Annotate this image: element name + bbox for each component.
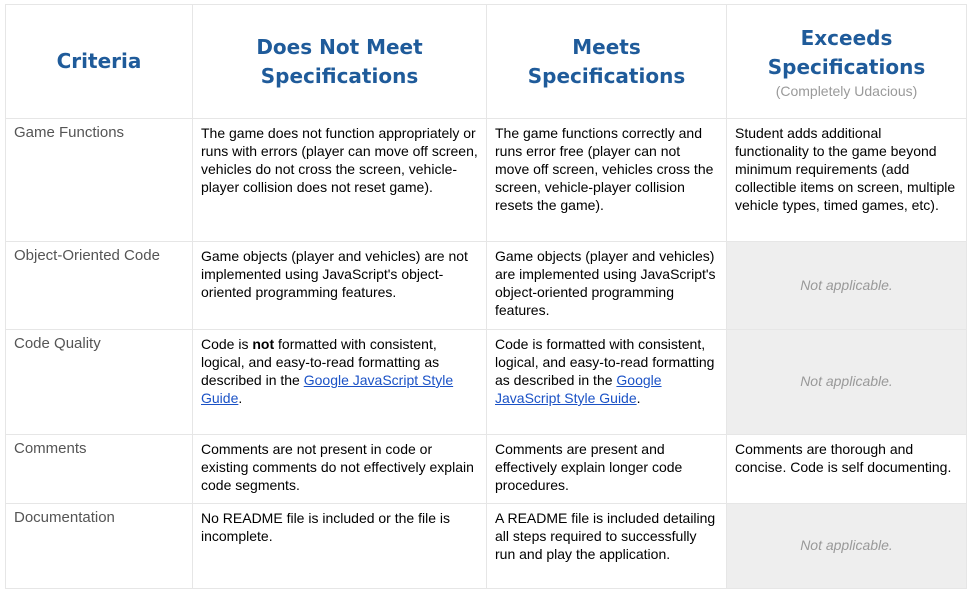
cell-text: formatted with consistent, logical, and …	[201, 336, 440, 388]
criteria-cell: Code Quality	[5, 329, 193, 435]
does-not-meet-cell: Comments are not present in code or exis…	[192, 434, 487, 504]
table-row: Documentation No README file is included…	[5, 503, 967, 589]
style-guide-link[interactable]: Google JavaScript Style Guide	[495, 372, 662, 406]
not-applicable-cell: Not applicable.	[726, 503, 967, 589]
cell-text: Code is	[201, 336, 253, 352]
does-not-meet-cell: No README file is included or the file i…	[192, 503, 487, 589]
table-row: Object-Oriented Code Game objects (playe…	[5, 241, 967, 330]
meets-cell: Code is formatted with consistent, logic…	[486, 329, 727, 435]
not-applicable-cell: Not applicable.	[726, 329, 967, 435]
meets-cell: A README file is included detailing all …	[486, 503, 727, 589]
header-exceeds: Exceeds Specifications (Completely Udaci…	[726, 4, 967, 119]
cell-text: Code is formatted with consistent, logic…	[495, 336, 715, 388]
exceeds-cell: Comments are thorough and concise. Code …	[726, 434, 967, 504]
cell-text: .	[636, 390, 641, 406]
table-row: Game Functions The game does not functio…	[5, 118, 967, 242]
meets-cell: Comments are present and effectively exp…	[486, 434, 727, 504]
not-applicable-cell: Not applicable.	[726, 241, 967, 330]
criteria-cell: Documentation	[5, 503, 193, 589]
criteria-cell: Comments	[5, 434, 193, 504]
does-not-meet-cell: Game objects (player and vehicles) are n…	[192, 241, 487, 330]
criteria-cell: Object-Oriented Code	[5, 241, 193, 330]
style-guide-link[interactable]: Google JavaScript Style Guide	[201, 372, 454, 406]
header-exceeds-subtitle: (Completely Udacious)	[775, 82, 918, 99]
header-does-not-meet: Does Not Meet Specifications	[192, 4, 487, 119]
header-row: Criteria Does Not Meet Specifications Me…	[5, 4, 967, 119]
emphasis-not: not	[252, 336, 275, 352]
does-not-meet-cell: The game does not function appropriately…	[192, 118, 487, 242]
criteria-cell: Game Functions	[5, 118, 193, 242]
does-not-meet-cell: Code is not formatted with consistent, l…	[192, 329, 487, 435]
table-row: Code Quality Code is not formatted with …	[5, 329, 967, 435]
exceeds-cell: Student adds additional functionality to…	[726, 118, 967, 242]
header-meets: Meets Specifications	[486, 4, 727, 119]
table-row: Comments Comments are not present in cod…	[5, 434, 967, 504]
meets-cell: The game functions correctly and runs er…	[486, 118, 727, 242]
cell-text: .	[238, 390, 243, 406]
meets-cell: Game objects (player and vehicles) are i…	[486, 241, 727, 330]
header-criteria: Criteria	[5, 4, 193, 119]
rubric-table: Criteria Does Not Meet Specifications Me…	[5, 4, 967, 589]
